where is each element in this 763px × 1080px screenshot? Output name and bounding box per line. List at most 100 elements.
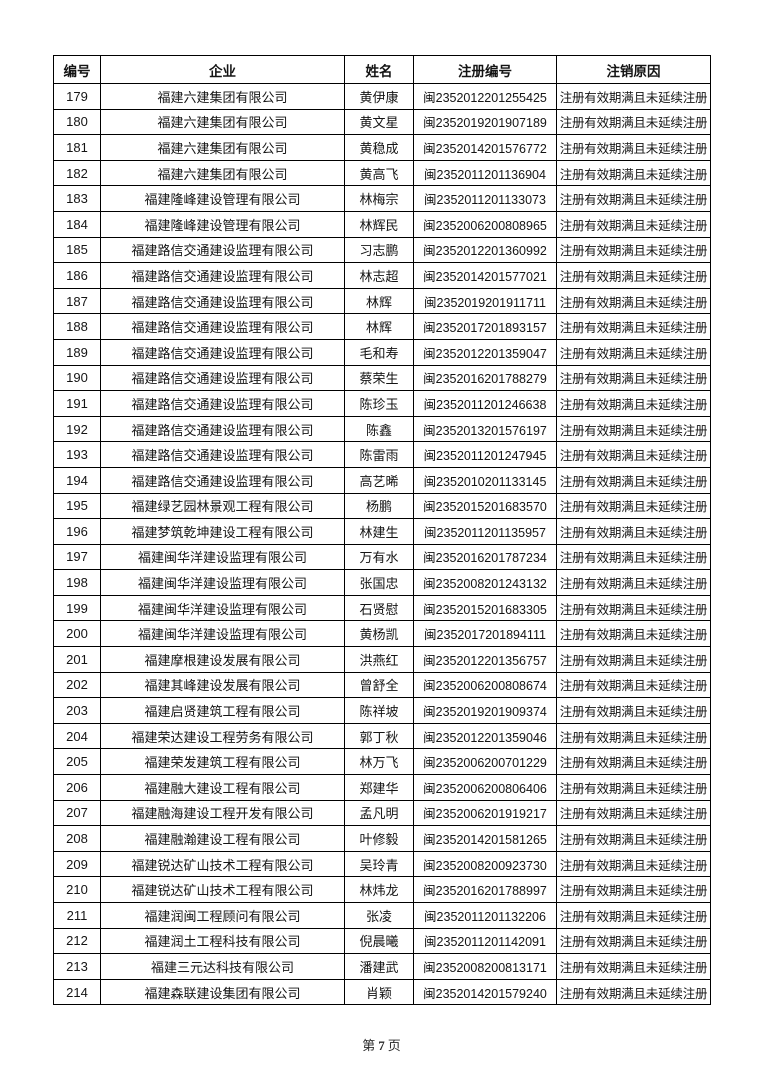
table-cell: 闽2352011201142091 bbox=[413, 927, 557, 955]
table-cell: 191 bbox=[53, 390, 101, 417]
table-row: 191 福建路信交通建设监理有限公司 陈珍玉 闽2352011201246638 注册有… bbox=[53, 390, 711, 417]
table-cell: 203 bbox=[53, 697, 101, 724]
table-cell: 198 bbox=[53, 569, 101, 596]
page-number: 7 bbox=[378, 1038, 385, 1053]
table-cell: 注册有效期满且未延续注册 bbox=[556, 876, 711, 903]
table-cell: 林万飞 bbox=[344, 748, 414, 776]
table-cell: 注册有效期满且未延续注册 bbox=[556, 313, 711, 340]
table-cell: 注册有效期满且未延续注册 bbox=[556, 338, 711, 366]
table-cell: 注册有效期满且未延续注册 bbox=[556, 415, 711, 443]
table-cell: 福建路信交通建设监理有限公司 bbox=[100, 466, 345, 494]
table-cell: 闽2352006200808674 bbox=[413, 671, 557, 699]
table-cell: 林辉 bbox=[344, 287, 414, 315]
table-cell: 注册有效期满且未延续注册 bbox=[556, 748, 711, 776]
table-cell: 福建闽华洋建设监理有限公司 bbox=[100, 543, 345, 571]
table-cell: 闽2352011201135957 bbox=[413, 518, 557, 545]
table-cell: 注册有效期满且未延续注册 bbox=[556, 953, 711, 980]
table-cell: 183 bbox=[53, 185, 101, 212]
table-row: 194 福建路信交通建设监理有限公司 高艺晞 闽2352010201133145 注册有… bbox=[53, 466, 711, 494]
table-cell: 倪晨曦 bbox=[344, 927, 414, 955]
table-cell: 195 bbox=[53, 492, 101, 520]
table-cell: 200 bbox=[53, 620, 101, 648]
page-footer-prefix: 第 bbox=[362, 1038, 376, 1053]
deregistration-table: 编号 企业 姓名 注册编号 注销原因 179 福建六建集团有限公司 黄伊康 闽2352… bbox=[53, 55, 711, 1006]
table-cell: 闽2352006200808965 bbox=[413, 210, 557, 238]
table-cell: 福建闽华洋建设监理有限公司 bbox=[100, 594, 345, 622]
table-row: 202 福建其峰建设发展有限公司 曾舒全 闽2352006200808674 注册有效期… bbox=[53, 671, 711, 699]
table-cell: 闽2352012201359047 bbox=[413, 338, 557, 366]
table-row: 199 福建闽华洋建设监理有限公司 石贤慰 闽2352015201683305 注册有效… bbox=[53, 594, 711, 622]
table-cell: 闽2352012201359046 bbox=[413, 722, 557, 750]
table-row: 205 福建荣发建筑工程有限公司 林万飞 闽2352006200701229 注册有效期… bbox=[53, 748, 711, 776]
table-row: 186 福建路信交通建设监理有限公司 林志超 闽2352014201577021 注册有… bbox=[53, 262, 711, 289]
table-cell: 黄高飞 bbox=[344, 159, 414, 187]
table-cell: 206 bbox=[53, 774, 101, 801]
table-cell: 注册有效期满且未延续注册 bbox=[556, 620, 711, 648]
table-cell: 高艺晞 bbox=[344, 466, 414, 494]
table-row: 185 福建路信交通建设监理有限公司 习志鹏 闽2352012201360992 注册有… bbox=[53, 236, 711, 264]
table-cell: 闽2352008200813171 bbox=[413, 953, 557, 980]
table-row: 190 福建路信交通建设监理有限公司 蔡荣生 闽2352016201788279 注册有… bbox=[53, 364, 711, 392]
table-cell: 注册有效期满且未延续注册 bbox=[556, 441, 711, 468]
table-cell: 福建隆峰建设管理有限公司 bbox=[100, 185, 345, 212]
table-cell: 叶修毅 bbox=[344, 825, 414, 852]
table-cell: 闽2352011201247945 bbox=[413, 441, 557, 468]
table-cell: 注册有效期满且未延续注册 bbox=[556, 134, 711, 161]
table-row: 197 福建闽华洋建设监理有限公司 万有水 闽2352016201787234 注册有效… bbox=[53, 543, 711, 571]
table-row: 183 福建隆峰建设管理有限公司 林梅宗 闽2352011201133073 注册有效期… bbox=[53, 185, 711, 212]
table-cell: 闽2352012201360992 bbox=[413, 236, 557, 264]
table-cell: 福建路信交通建设监理有限公司 bbox=[100, 262, 345, 289]
table-cell: 林辉 bbox=[344, 313, 414, 340]
table-cell: 注册有效期满且未延续注册 bbox=[556, 543, 711, 571]
table-cell: 福建摩根建设发展有限公司 bbox=[100, 646, 345, 673]
table-cell: 190 bbox=[53, 364, 101, 392]
table-cell: 注册有效期满且未延续注册 bbox=[556, 799, 711, 827]
table-cell: 213 bbox=[53, 953, 101, 980]
table-cell: 福建路信交通建设监理有限公司 bbox=[100, 313, 345, 340]
table-cell: 福建六建集团有限公司 bbox=[100, 83, 345, 110]
table-cell: 福建六建集团有限公司 bbox=[100, 108, 345, 136]
table-cell: 闽2352015201683305 bbox=[413, 594, 557, 622]
table-cell: 闽2352010201133145 bbox=[413, 466, 557, 494]
table-row: 206 福建融大建设工程有限公司 郑建华 闽2352006200806406 注册有效期… bbox=[53, 774, 711, 801]
table-cell: 186 bbox=[53, 262, 101, 289]
table-cell: 林炜龙 bbox=[344, 876, 414, 903]
table-cell: 闽2352006201919217 bbox=[413, 799, 557, 827]
table-row: 184 福建隆峰建设管理有限公司 林辉民 闽2352006200808965 注册有效期… bbox=[53, 210, 711, 238]
table-cell: 闽2352014201581265 bbox=[413, 825, 557, 852]
table-cell: 吴玲青 bbox=[344, 850, 414, 878]
table-cell: 福建路信交通建设监理有限公司 bbox=[100, 415, 345, 443]
table-cell: 注册有效期满且未延续注册 bbox=[556, 492, 711, 520]
table-cell: 214 bbox=[53, 978, 101, 1006]
table-cell: 闽2352006200806406 bbox=[413, 774, 557, 801]
table-cell: 福建路信交通建设监理有限公司 bbox=[100, 287, 345, 315]
table-cell: 185 bbox=[53, 236, 101, 264]
table-cell: 福建荣达建设工程劳务有限公司 bbox=[100, 722, 345, 750]
table-cell: 曾舒全 bbox=[344, 671, 414, 699]
table-cell: 福建融瀚建设工程有限公司 bbox=[100, 825, 345, 852]
table-cell: 孟凡明 bbox=[344, 799, 414, 827]
table-cell: 张凌 bbox=[344, 902, 414, 929]
table-cell: 肖颖 bbox=[344, 978, 414, 1006]
table-cell: 注册有效期满且未延续注册 bbox=[556, 850, 711, 878]
table-cell: 注册有效期满且未延续注册 bbox=[556, 671, 711, 699]
table-cell: 闽2352011201136904 bbox=[413, 159, 557, 187]
table-cell: 陈雷雨 bbox=[344, 441, 414, 468]
table-cell: 福建路信交通建设监理有限公司 bbox=[100, 236, 345, 264]
table-cell: 福建融海建设工程开发有限公司 bbox=[100, 799, 345, 827]
table-cell: 闽2352016201788279 bbox=[413, 364, 557, 392]
table-cell: 陈祥坡 bbox=[344, 697, 414, 724]
table-cell: 189 bbox=[53, 338, 101, 366]
table-cell: 闽2352011201246638 bbox=[413, 390, 557, 417]
table-row: 189 福建路信交通建设监理有限公司 毛和寿 闽2352012201359047 注册有… bbox=[53, 338, 711, 366]
table-cell: 福建路信交通建设监理有限公司 bbox=[100, 338, 345, 366]
table-cell: 福建路信交通建设监理有限公司 bbox=[100, 441, 345, 468]
table-row: 181 福建六建集团有限公司 黄稳成 闽2352014201576772 注册有效期满且… bbox=[53, 134, 711, 161]
table-cell: 福建润闽工程顾问有限公司 bbox=[100, 902, 345, 929]
table-row: 214 福建森联建设集团有限公司 肖颖 闽2352014201579240 注册有效期满… bbox=[53, 978, 711, 1006]
table-cell: 闽2352014201577021 bbox=[413, 262, 557, 289]
col-header-company: 企业 bbox=[100, 55, 345, 84]
table-row: 182 福建六建集团有限公司 黄高飞 闽2352011201136904 注册有效期满且… bbox=[53, 159, 711, 187]
col-header-registration-no: 注册编号 bbox=[413, 55, 557, 84]
